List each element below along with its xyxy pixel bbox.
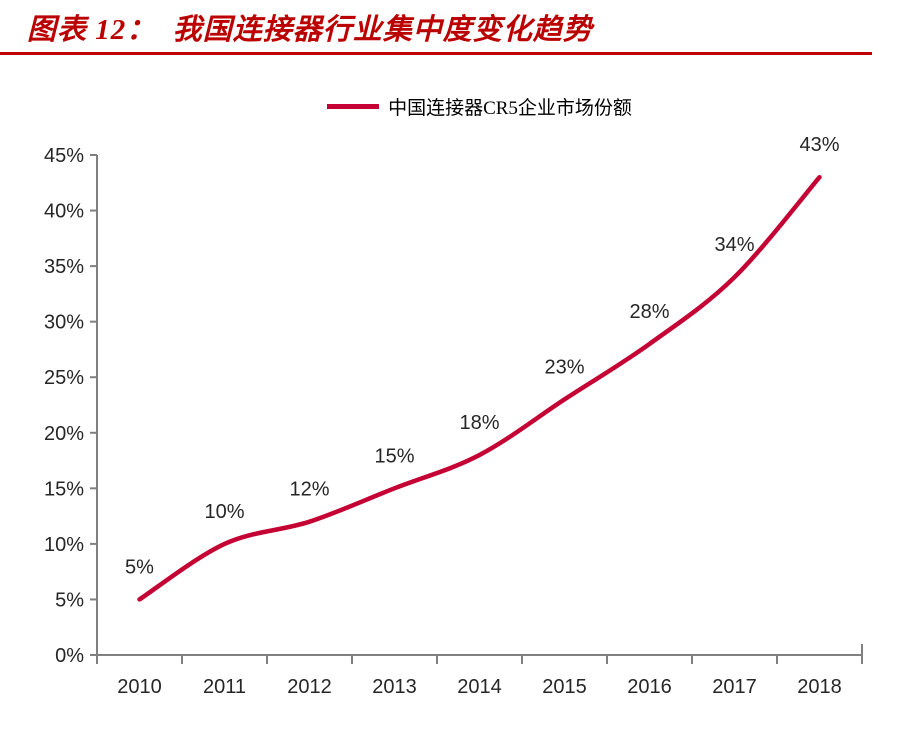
- data-label: 43%: [799, 134, 839, 156]
- y-tick-label: 5%: [55, 589, 84, 611]
- y-tick-label: 0%: [55, 645, 84, 667]
- x-tick-label: 2017: [712, 676, 757, 698]
- data-label: 12%: [289, 479, 329, 501]
- x-tick-label: 2018: [797, 676, 842, 698]
- data-label: 34%: [714, 234, 754, 256]
- x-tick-label: 2013: [372, 676, 417, 698]
- x-tick-label: 2010: [117, 676, 162, 698]
- data-label: 18%: [459, 412, 499, 434]
- chart-legend: 中国连接器CR5企业市场份额: [97, 93, 862, 119]
- x-tick-label: 2011: [203, 676, 246, 698]
- x-tick-label: 2014: [457, 676, 502, 698]
- data-label: 23%: [544, 356, 584, 378]
- title-underline: [0, 52, 872, 55]
- data-label: 28%: [629, 301, 669, 323]
- y-tick-label: 30%: [44, 312, 84, 334]
- legend-line-marker: [327, 103, 380, 109]
- x-tick-label: 2015: [542, 676, 587, 698]
- y-tick-label: 40%: [44, 201, 84, 223]
- figure-title: 图表 12： 我国连接器行业集中度变化趋势: [27, 14, 593, 46]
- data-label: 5%: [125, 556, 154, 578]
- y-tick-label: 25%: [44, 367, 84, 389]
- y-tick-label: 35%: [44, 256, 84, 278]
- series-line: [137, 174, 822, 602]
- x-tick-label: 2012: [287, 676, 332, 698]
- x-tick-label: 2016: [627, 676, 672, 698]
- y-tick-label: 15%: [44, 478, 84, 500]
- data-label: 15%: [374, 445, 414, 467]
- y-tick-label: 10%: [44, 534, 84, 556]
- legend-label: 中国连接器CR5企业市场份额: [388, 97, 632, 119]
- y-tick-label: 20%: [44, 423, 84, 445]
- data-label: 10%: [204, 501, 244, 523]
- y-tick-label: 45%: [44, 145, 84, 167]
